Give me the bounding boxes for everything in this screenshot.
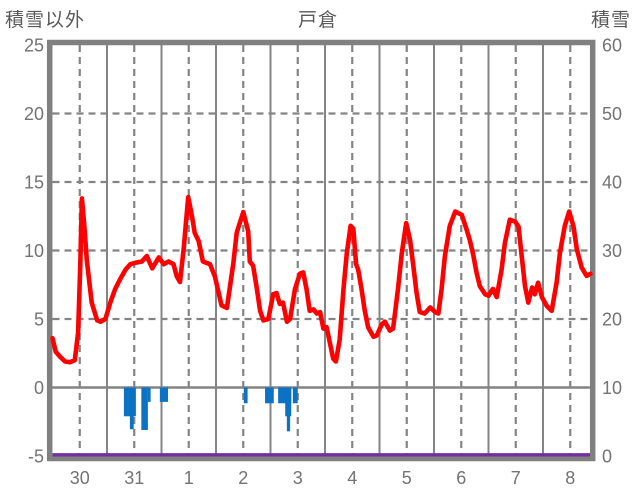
right-axis-tick: 50 xyxy=(602,104,622,124)
right-axis-title: 積雪 xyxy=(590,10,631,31)
x-axis-tick: 1 xyxy=(184,468,194,488)
x-axis-tick: 30 xyxy=(70,468,90,488)
x-axis-tick: 6 xyxy=(456,468,466,488)
right-tick-labels: 60 50 40 30 20 10 0 xyxy=(602,36,622,467)
left-axis-tick: 15 xyxy=(24,173,44,193)
precip-bar xyxy=(243,387,248,404)
right-axis-tick: 40 xyxy=(602,173,622,193)
right-axis-tick: 60 xyxy=(602,36,622,56)
precip-bar xyxy=(129,387,134,430)
left-axis-tick: 5 xyxy=(34,310,44,330)
x-axis-tick: 2 xyxy=(238,468,248,488)
red-line-layer xyxy=(50,194,593,365)
precip-bar xyxy=(292,387,298,404)
left-axis-title: 積雪以外 xyxy=(5,10,86,31)
x-axis-tick: 4 xyxy=(347,468,357,488)
x-axis-tick: 31 xyxy=(124,468,144,488)
x-axis-tick: 5 xyxy=(402,468,412,488)
precip-bar xyxy=(286,387,291,432)
precip-bar xyxy=(141,387,148,430)
x-axis-tick: 3 xyxy=(293,468,303,488)
x-tick-labels: 30 31 1 2 3 4 5 6 7 8 xyxy=(70,468,576,488)
left-axis-tick: -5 xyxy=(28,447,44,467)
right-axis-tick: 10 xyxy=(602,378,622,398)
x-axis-tick: 7 xyxy=(511,468,521,488)
x-axis-tick: 8 xyxy=(565,468,575,488)
right-axis-tick: 20 xyxy=(602,310,622,330)
right-axis-tick: 30 xyxy=(602,241,622,261)
left-tick-labels: 25 20 15 10 5 0 -5 xyxy=(24,36,44,467)
left-axis-tick: 25 xyxy=(24,36,44,56)
precip-bar xyxy=(147,387,151,402)
left-axis-tick: 0 xyxy=(34,378,44,398)
right-axis-tick: 0 xyxy=(602,447,612,467)
plot-border xyxy=(46,39,596,462)
red-data-line xyxy=(50,194,593,365)
left-axis-tick: 10 xyxy=(24,241,44,261)
precip-bars-layer xyxy=(123,387,298,432)
precip-bar xyxy=(159,387,169,402)
left-axis-tick: 20 xyxy=(24,104,44,124)
chart-title: 戸倉 xyxy=(297,10,338,31)
precip-bar xyxy=(265,387,274,404)
plot-frame-layer xyxy=(46,39,596,462)
